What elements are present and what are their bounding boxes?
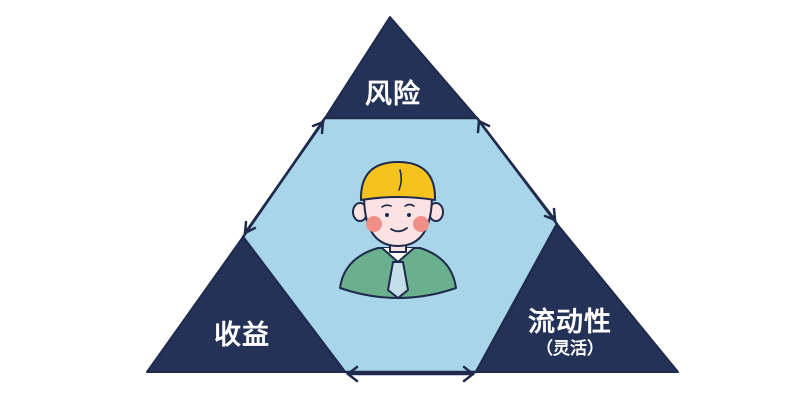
person-tie xyxy=(387,261,409,299)
arrow-left-edge xyxy=(243,120,325,236)
person-hair-line xyxy=(398,169,403,191)
person-cheek-left xyxy=(366,216,382,232)
person-brow-left xyxy=(381,204,392,208)
return-corner-triangle xyxy=(146,236,346,373)
person-mouth xyxy=(390,227,408,233)
corner-label-liquidity: 流动性 xyxy=(528,307,612,338)
person-with-tie-icon xyxy=(339,161,457,299)
corner-label-return: 收益 xyxy=(214,320,270,351)
person-eye-right xyxy=(407,213,411,217)
arrow-bottom-edge xyxy=(345,365,476,383)
person-eye-left xyxy=(385,213,389,217)
person-brow-right xyxy=(404,203,415,207)
liquidity-corner-triangle xyxy=(475,223,679,373)
person-cheek-right xyxy=(413,216,429,232)
risk-corner-triangle xyxy=(324,16,478,119)
person-hair xyxy=(359,161,437,201)
corner-label-risk: 风险 xyxy=(365,79,421,110)
corner-sublabel-flexible: （灵活） xyxy=(536,339,604,359)
arrow-right-edge xyxy=(476,119,557,222)
